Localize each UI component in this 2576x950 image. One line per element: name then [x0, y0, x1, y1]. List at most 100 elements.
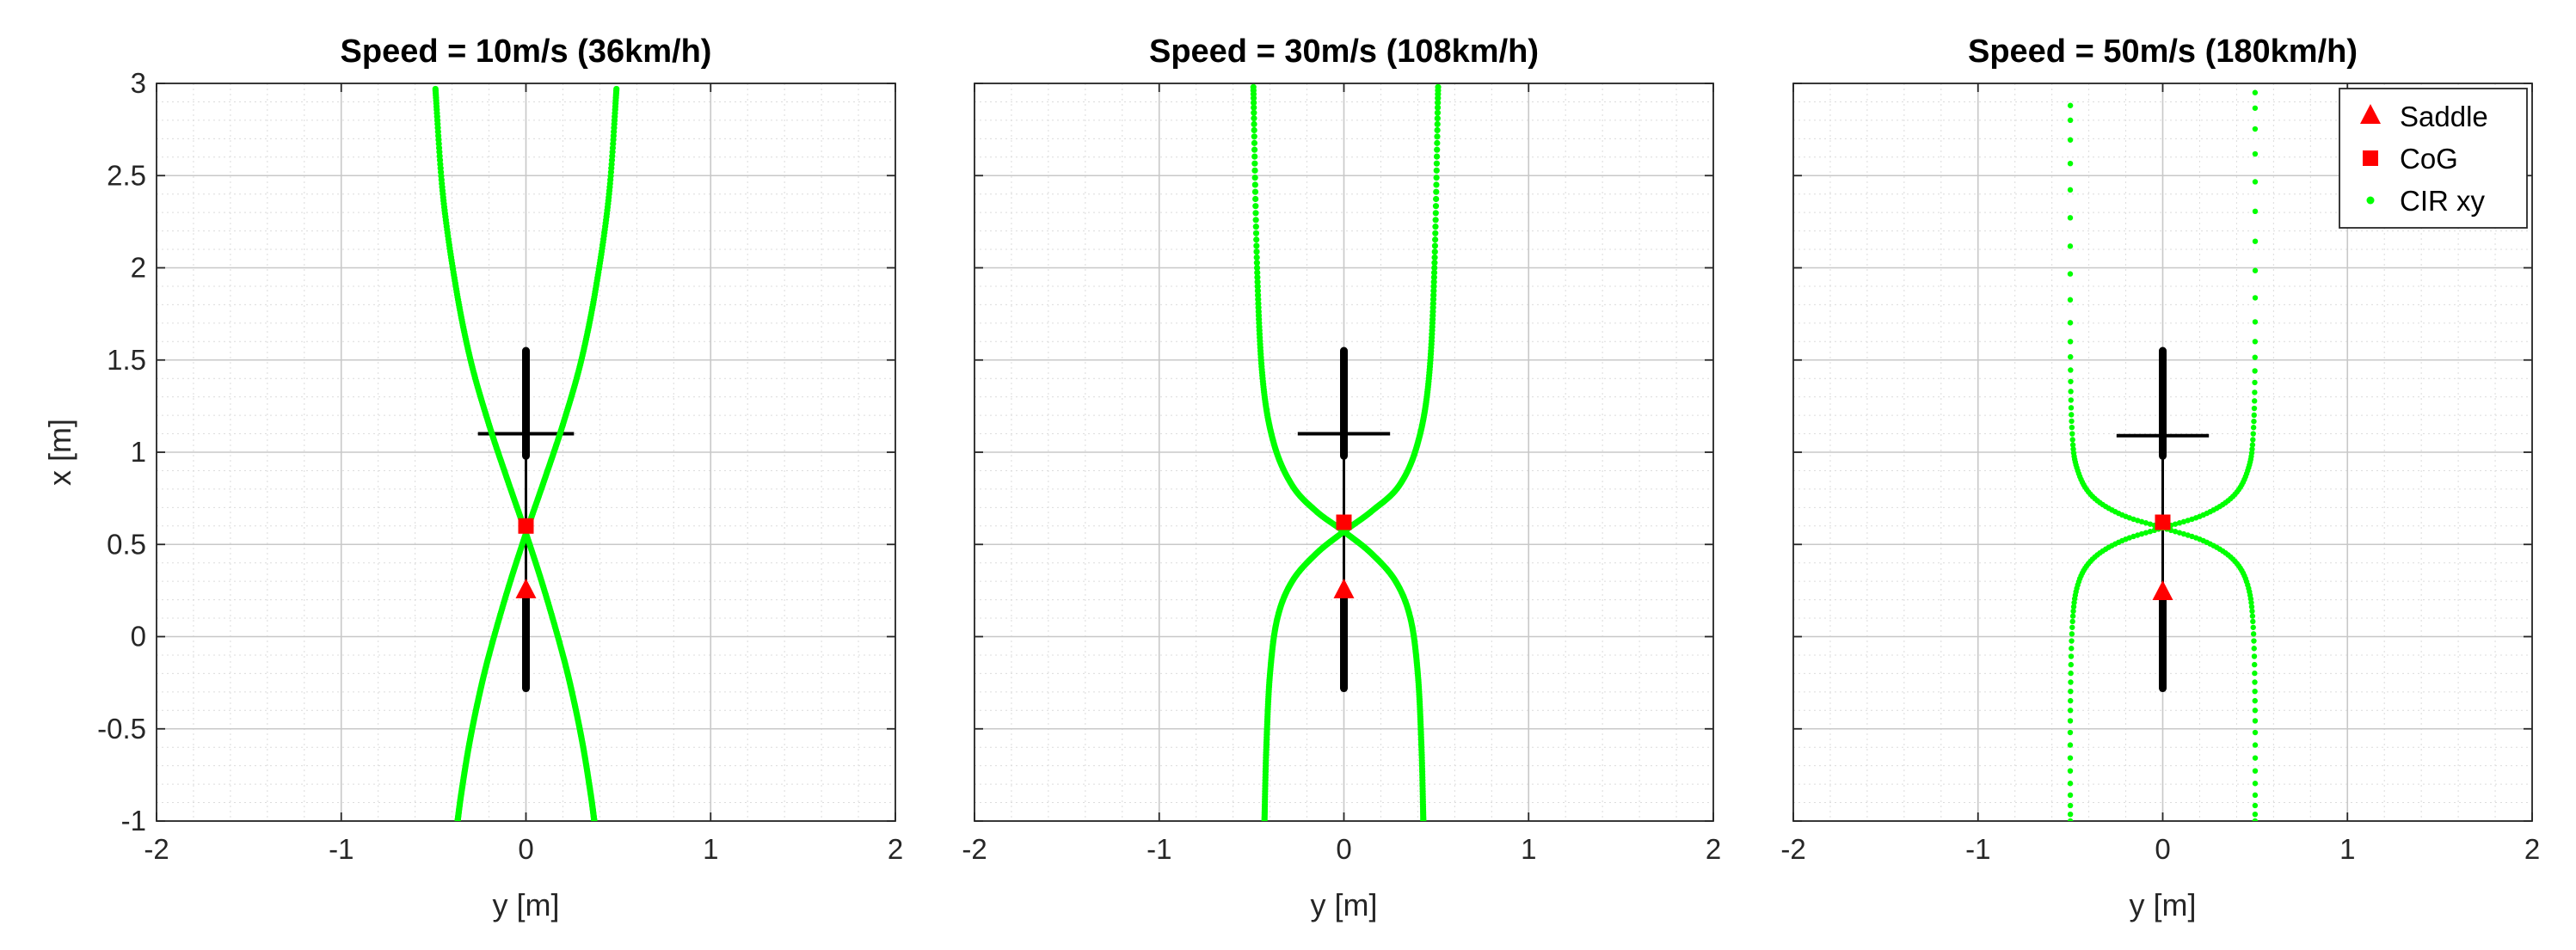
x-axis-label: y [m]: [2130, 887, 2197, 922]
cir-point: [2250, 631, 2257, 637]
cir-point: [2069, 646, 2075, 652]
cir-point: [1432, 203, 1440, 210]
cir-point: [2185, 518, 2191, 524]
cir-point: [2252, 818, 2259, 821]
cir-point: [2252, 105, 2259, 111]
cir-point: [1253, 242, 1260, 249]
cir-point: [1434, 120, 1441, 127]
cir-point: [1430, 283, 1437, 290]
cir-point: [1254, 287, 1262, 294]
cir-point: [1433, 167, 1440, 174]
chart-panel-2: -2 -1 0 1 2 Speed = 30m/s (108km/h) y [m]: [962, 34, 1721, 922]
cir-point: [2069, 418, 2075, 425]
cir-point: [1432, 236, 1439, 243]
cir-point: [2069, 412, 2075, 418]
cir-point: [2249, 613, 2256, 619]
cir-point: [2071, 599, 2077, 606]
cir-point: [2252, 89, 2259, 95]
chart-title: Speed = 10m/s (36km/h): [341, 34, 712, 70]
y-tick-label: 2.5: [107, 159, 146, 191]
cir-point: [2069, 431, 2075, 437]
cir-point: [2069, 631, 2075, 637]
cir-point: [1430, 269, 1438, 276]
cir-point: [2067, 811, 2074, 818]
cir-point: [1435, 99, 1442, 107]
cir-point: [1433, 188, 1440, 195]
cir-series: [1250, 83, 1442, 821]
y-tick-label: 0: [131, 621, 146, 653]
x-tick-label: -2: [1780, 833, 1805, 865]
cir-point: [2252, 679, 2258, 685]
cir-point: [2252, 295, 2259, 301]
cir-point: [1432, 230, 1439, 236]
cir-point: [2251, 405, 2258, 412]
cir-point: [1434, 104, 1442, 111]
x-axis-label: y [m]: [1311, 887, 1378, 922]
cir-point: [1433, 195, 1440, 203]
cir-point: [1251, 188, 1259, 195]
cir-point: [2252, 792, 2259, 799]
x-tick-label: 1: [2339, 833, 2355, 865]
cir-point: [1252, 224, 1259, 230]
cir-point: [2067, 818, 2074, 821]
cir-point: [1435, 95, 1442, 101]
cir-point: [2067, 718, 2074, 724]
cir-point: [2252, 208, 2259, 215]
cir-point: [2250, 437, 2256, 443]
cir-point: [1251, 146, 1258, 153]
cir-point: [1253, 264, 1261, 272]
cir-point: [2180, 518, 2187, 525]
cir-point: [1251, 160, 1258, 167]
cir-point: [1251, 133, 1257, 140]
cir-point: [1432, 217, 1439, 224]
cir-point: [2067, 708, 2074, 714]
cir-point: [2068, 697, 2074, 704]
cir-point: [1432, 210, 1439, 217]
cir-point: [1251, 126, 1257, 134]
y-axis-label: x [m]: [42, 419, 77, 486]
cir-point: [2068, 679, 2074, 685]
cir-point: [2147, 521, 2154, 527]
cir-point: [1251, 167, 1258, 174]
cir-point: [1433, 181, 1440, 188]
chart-title: Speed = 50m/s (180km/h): [1968, 34, 2358, 70]
cir-point: [2251, 653, 2258, 659]
cir-point: [1434, 139, 1441, 146]
cir-point: [2252, 126, 2259, 132]
cir-point: [2249, 442, 2256, 448]
cir-point: [1253, 260, 1260, 267]
cir-point: [2252, 179, 2259, 185]
x-tick-label: 0: [1336, 833, 1351, 865]
cir-point: [2069, 437, 2075, 443]
y-tick-label: 1.5: [107, 344, 146, 376]
cir-point: [2068, 661, 2074, 668]
cir-point: [2252, 729, 2259, 736]
cir-point: [2176, 530, 2183, 536]
cir-point: [2143, 530, 2149, 536]
y-tick-label: 2: [131, 252, 146, 284]
cir-series: [432, 85, 620, 821]
cir-point: [2069, 424, 2075, 431]
cir-point: [1251, 139, 1258, 146]
cir-point: [1250, 95, 1257, 101]
cir-point: [591, 818, 598, 821]
cir-point: [1434, 126, 1441, 134]
cog-marker: [2155, 514, 2171, 530]
plot-content: [432, 85, 620, 821]
x-tick-label: 0: [2155, 833, 2170, 865]
cir-point: [2070, 604, 2077, 610]
cir-point: [2069, 624, 2075, 630]
cir-point: [2252, 670, 2258, 677]
cir-point: [2172, 521, 2179, 527]
cir-point: [2252, 768, 2259, 774]
cir-point: [2251, 412, 2257, 419]
chart-panel-3: -2 -1 0 1 2 Speed = 50m/s (180km/h) y [m] Saddl…: [1780, 34, 2540, 922]
cir-point: [2068, 670, 2074, 677]
cir-point: [2147, 529, 2154, 535]
cir-point: [1251, 181, 1258, 188]
cir-point: [1251, 104, 1257, 111]
cir-point: [1433, 153, 1441, 160]
cir-point: [2067, 320, 2074, 326]
cir-point: [2143, 520, 2149, 526]
